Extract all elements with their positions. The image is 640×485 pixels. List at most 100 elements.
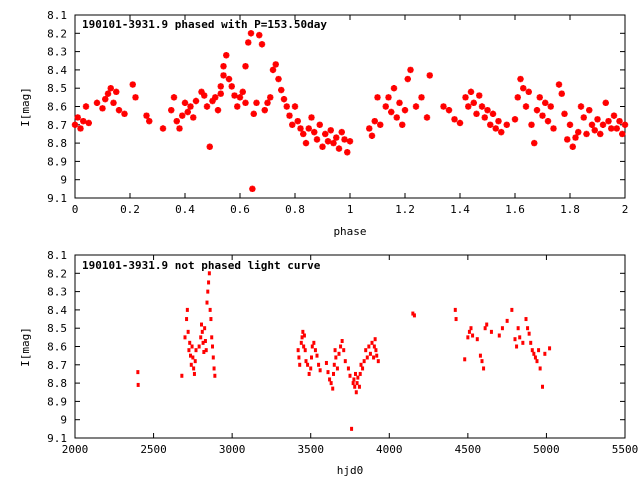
data-point-top [335, 145, 343, 152]
data-point-top [214, 106, 222, 114]
data-point-bottom [335, 366, 339, 371]
data-point-bottom [524, 317, 528, 322]
x-tick-label: 4500 [455, 443, 482, 456]
y-axis-label-top: I[mag] [19, 87, 32, 127]
data-point-top [330, 139, 337, 147]
data-point-bottom [471, 333, 475, 338]
data-point-top [181, 99, 189, 107]
y-tick-label: 8.4 [47, 304, 67, 317]
data-point-top [470, 99, 477, 107]
data-point-top [278, 86, 285, 94]
data-point-top [522, 103, 530, 110]
y-tick-label: 9.1 [47, 432, 67, 445]
x-tick-label: 2000 [62, 443, 89, 456]
data-point-top [412, 103, 420, 110]
data-point-bottom [466, 335, 470, 340]
data-point-top [280, 95, 288, 103]
data-point-bottom [485, 322, 489, 327]
data-point-bottom [510, 307, 514, 312]
data-points-bottom [136, 271, 552, 431]
data-point-top [146, 117, 153, 125]
data-point-top [225, 75, 233, 83]
data-point-top [107, 85, 114, 92]
y-tick-label: 8.1 [47, 9, 67, 22]
data-point-bottom [343, 359, 347, 364]
data-point-bottom [191, 355, 195, 360]
data-point-bottom [351, 381, 355, 386]
data-point-top [558, 90, 565, 97]
data-point-bottom [326, 370, 330, 375]
data-point-bottom [187, 348, 191, 353]
data-point-bottom [309, 366, 313, 371]
data-point-top [289, 121, 296, 128]
data-point-top [322, 130, 329, 138]
data-point-top [324, 138, 332, 145]
data-point-top [201, 92, 208, 99]
data-point-top [605, 117, 612, 125]
data-point-bottom [312, 340, 316, 345]
data-point-top [467, 88, 475, 96]
data-point-bottom [136, 370, 140, 375]
data-point-top [102, 95, 109, 103]
data-point-top [561, 110, 568, 118]
data-point-top [313, 136, 321, 143]
data-point-top [300, 130, 307, 138]
data-point-top [451, 116, 458, 123]
data-point-top [341, 136, 348, 143]
data-points-top [71, 30, 629, 193]
data-point-top [305, 125, 312, 132]
data-point-top [602, 99, 609, 107]
data-point-top [393, 114, 400, 121]
data-point-bottom [348, 373, 352, 378]
data-point-top [220, 63, 227, 70]
x-tick-label: 0.6 [230, 203, 250, 216]
x-tick-label: 5500 [612, 443, 639, 456]
data-point-top [302, 139, 310, 147]
data-point-top [206, 143, 213, 150]
data-point-top [517, 75, 524, 83]
data-point-top [198, 88, 205, 96]
data-point-bottom [213, 373, 217, 378]
data-point-bottom [185, 307, 189, 312]
data-point-top [569, 143, 576, 150]
y-tick-label: 9.1 [47, 192, 67, 205]
data-point-bottom [300, 335, 304, 340]
data-point-top [495, 117, 502, 125]
data-point-bottom [189, 353, 192, 358]
data-point-bottom [313, 348, 317, 353]
data-point-bottom [331, 386, 335, 391]
data-point-bottom [211, 355, 215, 360]
data-point-top [550, 125, 557, 132]
data-point-top [583, 130, 590, 138]
data-point-bottom [361, 366, 365, 371]
data-point-bottom [543, 351, 547, 356]
data-point-top [297, 125, 304, 132]
data-point-bottom [310, 355, 313, 360]
data-point-bottom [356, 375, 360, 380]
plot-frame-bottom [74, 254, 626, 439]
data-point-bottom [533, 355, 537, 360]
x-tick-label: 3500 [297, 443, 324, 456]
data-point-bottom [194, 348, 198, 353]
data-point-top [234, 103, 241, 110]
data-point-bottom [301, 329, 305, 334]
data-point-top [445, 106, 453, 114]
data-point-bottom [467, 329, 471, 334]
x-tick-labels-top: 0 0.2 0.4 0.6 0.8 1 1.2 1.4 1.6 1.8 2 [72, 203, 629, 216]
data-point-bottom [362, 359, 366, 364]
y-tick-label: 8.3 [47, 46, 67, 59]
data-point-top [249, 185, 256, 193]
y-tick-label: 8.5 [47, 322, 67, 335]
x-tick-label: 1.4 [450, 203, 470, 216]
data-point-top [327, 127, 334, 134]
data-point-bottom [203, 326, 207, 331]
data-point-top [440, 103, 447, 110]
data-point-top [113, 88, 120, 96]
data-point-bottom [207, 271, 211, 276]
data-point-bottom [367, 344, 371, 349]
data-point-top [465, 103, 472, 110]
data-point-top [382, 103, 389, 110]
data-point-top [536, 94, 543, 101]
data-point-top [82, 103, 90, 110]
